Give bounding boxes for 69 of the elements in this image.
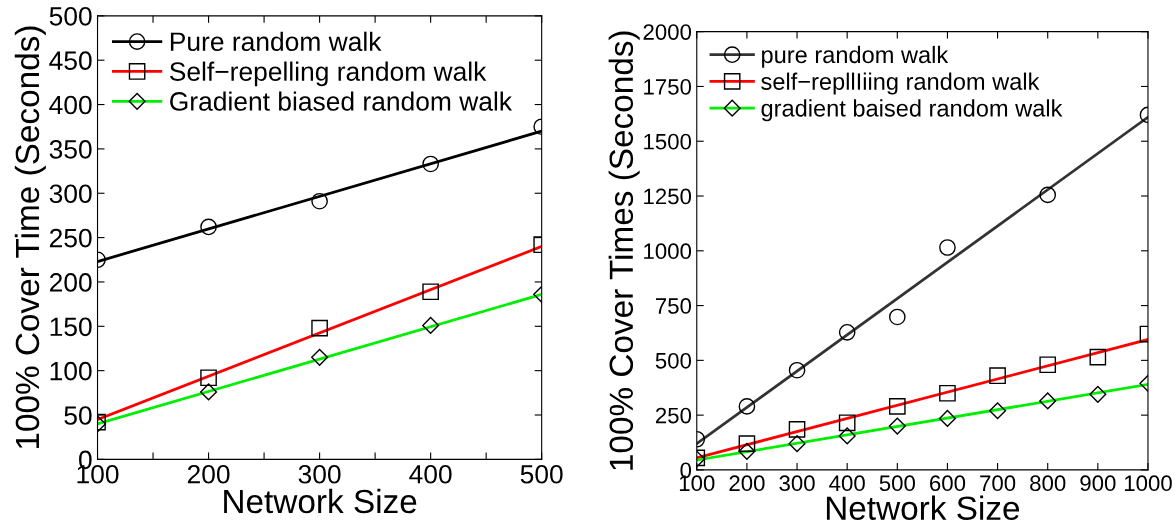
y-tick-label: 350: [49, 140, 92, 159]
x-axis-title: Network Size: [224, 488, 417, 514]
y-tick-label: 500: [49, 6, 92, 26]
point: [888, 398, 906, 415]
y-axis-title: 100% Cover Times (Seconds): [608, 31, 640, 470]
point: [311, 192, 328, 210]
point: [311, 348, 329, 366]
point: [838, 323, 856, 341]
point: [738, 398, 756, 415]
point: [1039, 392, 1057, 410]
point: [1039, 356, 1057, 374]
x-tick-label: 800: [1030, 475, 1066, 492]
y-tick-label: 750: [655, 298, 692, 314]
y-tick-label: 50: [64, 406, 92, 425]
point: [838, 427, 856, 445]
x-tick-label: 700: [980, 475, 1016, 492]
y-tick-label: 1000: [644, 243, 692, 260]
x-tick-label: 300: [298, 464, 341, 484]
y-tick-label: 1250: [644, 188, 692, 205]
x-tick-label: 500: [879, 475, 915, 492]
y-tick-label: 400: [49, 95, 92, 115]
point: [1089, 385, 1107, 403]
x-tick-label: 200: [187, 464, 230, 484]
x-tick-label: 600: [930, 475, 966, 492]
y-tick-label: 200: [49, 273, 92, 292]
point: [422, 283, 439, 301]
point: [422, 155, 439, 173]
point: [200, 383, 218, 401]
x-tick-label: 400: [409, 464, 452, 484]
x-tick-label: 200: [729, 475, 765, 492]
y-tick-label: 300: [49, 184, 92, 204]
y-tick-label: 100: [50, 361, 92, 381]
point: [939, 384, 956, 402]
point: [311, 319, 328, 337]
point: [989, 367, 1006, 385]
y-tick-label: 250: [655, 407, 692, 424]
legend-label: Pure random walk: [170, 31, 382, 52]
legend-label: pure random walk: [762, 45, 949, 68]
x-tick-label: 300: [779, 475, 815, 492]
y-tick-label: 2000: [643, 24, 692, 40]
point: [1039, 186, 1057, 204]
point: [989, 402, 1007, 420]
x-axis-title: Network Size: [826, 495, 1020, 520]
y-tick-label: 250: [49, 228, 92, 248]
point: [939, 239, 956, 256]
legend-label: Gradient biased random walk: [170, 91, 513, 111]
y-axis-title: 100% Cover Time (Seconds): [14, 26, 46, 449]
x-tick-label: 1000: [1124, 475, 1172, 492]
point: [838, 414, 856, 432]
y-tick-label: 450: [49, 51, 92, 71]
point: [738, 442, 756, 460]
legend-label: Self−repelling random walk: [169, 61, 487, 87]
point: [788, 361, 806, 379]
y-tick-label: 150: [50, 317, 92, 337]
legend-label: gradient baised random walk: [761, 99, 1063, 122]
point: [888, 417, 906, 435]
y-tick-label: 1500: [644, 133, 692, 150]
point: [788, 435, 806, 453]
x-tick-label: 400: [829, 475, 865, 492]
point: [738, 435, 756, 452]
y-tick-label: 1750: [644, 78, 692, 95]
y-tick-label: 500: [655, 352, 692, 369]
point: [1089, 348, 1107, 366]
point: [938, 409, 956, 427]
x-tick-label: 500: [520, 464, 563, 484]
point: [888, 308, 906, 326]
legend-label: self−repllIiing random walk: [761, 72, 1040, 95]
x-tick-label: 900: [1080, 475, 1116, 492]
point: [788, 421, 806, 438]
